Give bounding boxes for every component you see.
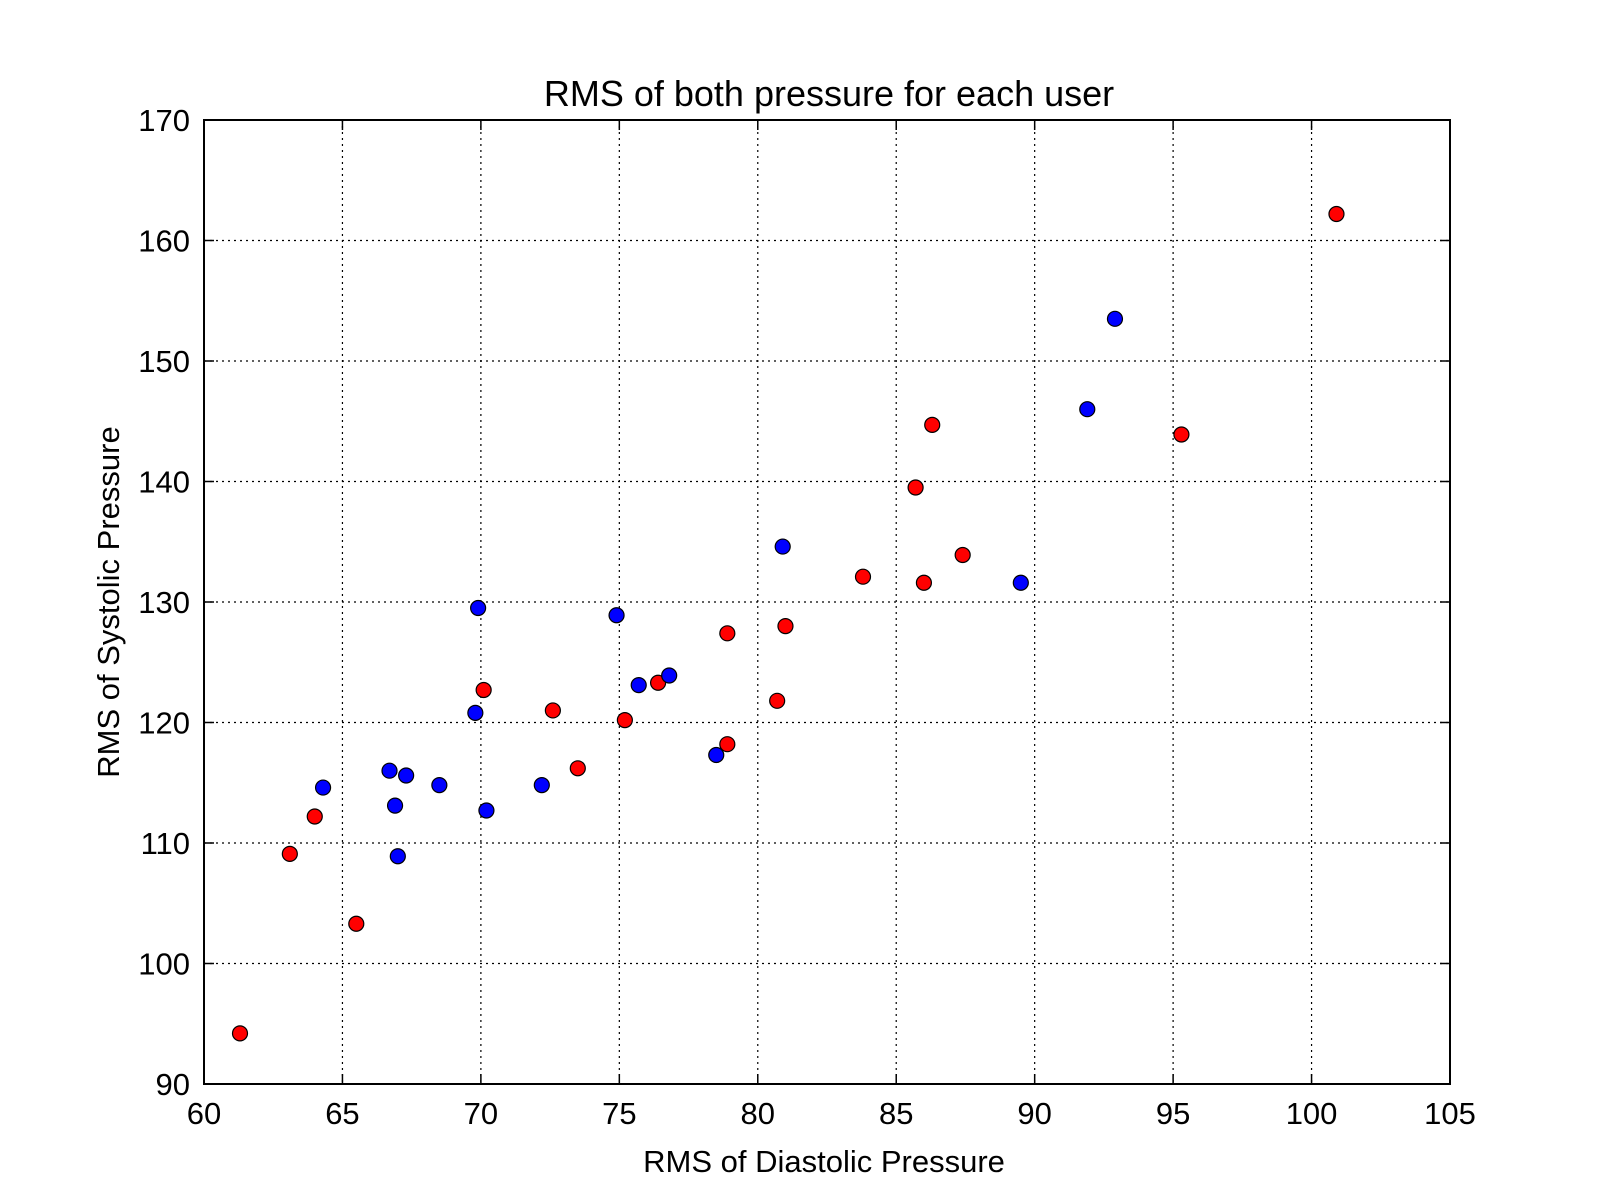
data-point	[467, 704, 484, 721]
data-point	[475, 681, 492, 699]
x-tick-label: 90	[1017, 1096, 1051, 1131]
data-point	[569, 760, 586, 777]
x-tick-label: 65	[325, 1096, 359, 1131]
y-tick-label: 140	[138, 465, 190, 500]
y-axis-label: RMS of Systolic Pressure	[91, 426, 126, 777]
x-tick-labels: 60 65 70 75 80 85 90 95 100 105	[187, 1096, 1476, 1131]
y-tick-labels: 90 100 110 120 130 140 150 160 170	[138, 103, 190, 1102]
data-point	[769, 692, 786, 709]
x-axis-label: RMS of Diastolic Pressure	[643, 1144, 1005, 1179]
data-point	[719, 736, 736, 753]
data-point	[924, 416, 941, 433]
data-point	[915, 574, 933, 591]
y-tick-label: 160	[138, 224, 190, 259]
x-tick-label: 95	[1156, 1096, 1190, 1131]
data-point	[630, 677, 647, 694]
data-point	[314, 779, 332, 796]
y-tick-label: 120	[138, 706, 190, 741]
data-point	[398, 767, 415, 784]
x-tick-label: 70	[464, 1096, 498, 1131]
data-point	[1012, 574, 1029, 591]
data-point	[386, 797, 404, 814]
data-point	[1328, 205, 1345, 223]
data-point	[854, 568, 872, 585]
data-point	[348, 915, 365, 932]
chart-title: RMS of both pressure for each user	[544, 73, 1114, 114]
y-tick-label: 130	[138, 585, 190, 620]
data-point	[533, 777, 550, 794]
plot-frame	[203, 119, 1451, 1085]
data-point	[708, 746, 725, 764]
data-point	[777, 617, 794, 635]
grid-lines	[204, 120, 1450, 1084]
data-point	[1079, 401, 1096, 418]
data-point	[608, 607, 625, 624]
y-tick-label: 110	[141, 826, 190, 861]
data-points	[231, 205, 1345, 1042]
data-point	[478, 802, 495, 819]
data-point	[389, 848, 406, 865]
data-point	[231, 1025, 249, 1042]
x-tick-label: 60	[187, 1096, 221, 1131]
data-point	[954, 546, 971, 564]
x-tick-label: 80	[741, 1096, 775, 1131]
data-point	[661, 667, 678, 684]
y-tick-label: 90	[156, 1067, 190, 1102]
x-tick-label: 75	[602, 1096, 636, 1131]
data-point	[544, 702, 561, 719]
y-tick-label: 150	[138, 344, 190, 379]
y-tick-label: 170	[138, 103, 190, 138]
data-point	[774, 538, 791, 555]
data-point	[381, 762, 398, 779]
x-tick-label: 105	[1424, 1096, 1476, 1131]
data-point	[306, 808, 323, 825]
data-point	[1173, 426, 1190, 443]
data-point	[281, 845, 298, 862]
data-point	[616, 711, 633, 729]
data-point	[907, 479, 924, 496]
data-point	[1106, 310, 1124, 327]
x-tick-label: 85	[879, 1096, 913, 1131]
x-tick-label: 100	[1286, 1096, 1338, 1131]
data-point	[431, 777, 448, 794]
data-point	[719, 625, 736, 642]
data-point	[470, 599, 487, 617]
y-tick-label: 100	[138, 947, 190, 982]
